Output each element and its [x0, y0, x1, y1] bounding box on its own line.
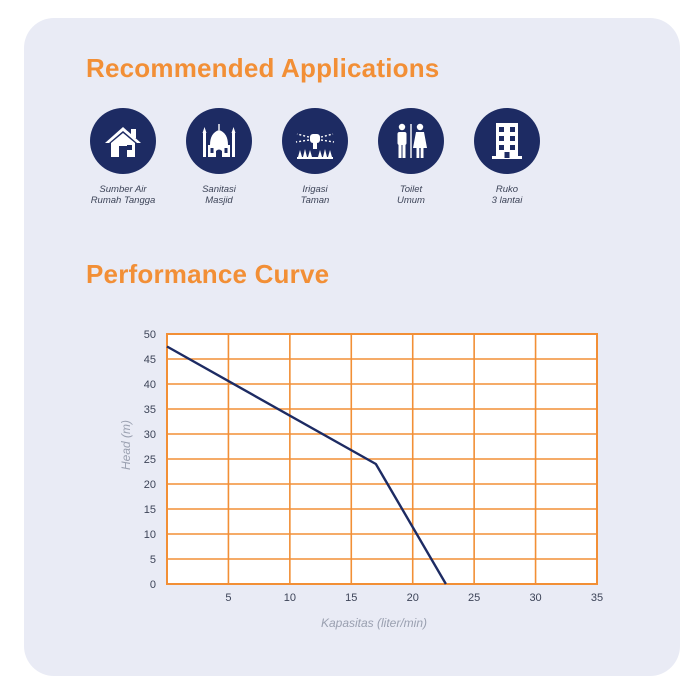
app-label-line1: Sumber Air [99, 184, 147, 195]
sprinkler-icon [282, 108, 348, 174]
y-axis-label: Head (m) [119, 420, 133, 470]
x-tick-label: 15 [345, 592, 357, 604]
app-label-line2: Masjid [205, 195, 233, 206]
recommended-applications-title: Recommended Applications [86, 53, 440, 83]
y-tick-label: 10 [144, 529, 156, 541]
y-tick-label: 35 [144, 404, 156, 416]
app-item-toilet: Toilet Umum [366, 108, 456, 206]
x-tick-label: 10 [284, 592, 296, 604]
app-label-line2: Rumah Tangga [90, 195, 156, 206]
y-tick-label: 40 [144, 379, 156, 391]
y-tick-label: 25 [144, 454, 156, 466]
performance-curve-title: Performance Curve [86, 259, 330, 289]
app-label-line2: Taman [300, 195, 330, 206]
x-tick-label: 20 [407, 592, 419, 604]
app-label-line2: Umum [397, 195, 425, 206]
y-tick-label: 50 [144, 329, 156, 341]
app-label-line1: Ruko [495, 184, 519, 195]
y-tick-label: 15 [144, 504, 156, 516]
y-tick-label: 5 [150, 554, 156, 566]
app-label-line1: Irigasi [302, 184, 328, 195]
app-label-line1: Sanitasi [202, 184, 236, 195]
app-item-household: Sumber Air Rumah Tangga [78, 108, 168, 206]
app-item-irrigation: Irigasi Taman [270, 108, 360, 206]
app-item-mosque: Sanitasi Masjid [174, 108, 264, 206]
x-tick-label: 30 [529, 592, 541, 604]
y-tick-label: 30 [144, 429, 156, 441]
building-icon [474, 108, 540, 174]
app-label-line1: Toilet [399, 184, 423, 195]
y-tick-label: 0 [150, 579, 156, 591]
mosque-icon [186, 108, 252, 174]
x-tick-label: 25 [468, 592, 480, 604]
app-item-shophouse: Ruko 3 lantai [462, 108, 552, 206]
x-tick-label: 35 [591, 592, 603, 604]
x-tick-label: 5 [225, 592, 231, 604]
plot-border [166, 333, 598, 585]
house-icon [90, 108, 156, 174]
y-tick-label: 45 [144, 354, 156, 366]
performance-curve-line [166, 345, 447, 585]
app-label-line2: 3 lantai [491, 195, 523, 206]
restroom-icon [378, 108, 444, 174]
x-axis-label: Kapasitas (liter/min) [321, 616, 427, 630]
y-tick-label: 20 [144, 479, 156, 491]
